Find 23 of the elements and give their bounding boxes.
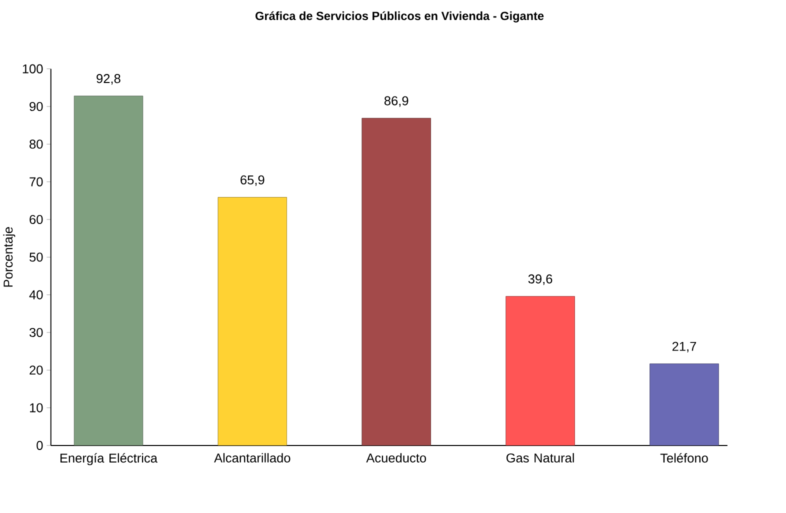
y-axis-title: Porcentaje (3, 227, 16, 286)
y-tick-label: 70 (30, 177, 43, 186)
y-tick-label: 0 (36, 440, 43, 450)
y-tick-label: 30 (30, 328, 43, 337)
data-label: 65,9 (240, 175, 264, 186)
x-tick-label: Gas Natural (506, 452, 574, 462)
x-tick-label: Energía Eléctrica (60, 452, 158, 466)
data-label: 21,7 (672, 342, 696, 352)
y-tick-label: 20 (30, 365, 43, 374)
data-label: 92,8 (96, 74, 120, 84)
x-tick-label: Alcantarillado (214, 452, 290, 462)
y-tick-label: 90 (30, 102, 43, 111)
y-tick-label: 80 (30, 139, 43, 149)
y-tick-label: 10 (30, 403, 43, 412)
x-tick-label: Acueducto (366, 452, 426, 462)
y-tick-label: 50 (30, 252, 43, 262)
data-label: 86,9 (384, 96, 408, 107)
y-tick-label: 60 (30, 214, 43, 224)
data-label: 39,6 (528, 274, 552, 285)
y-tick-label: 100 (22, 64, 43, 74)
x-tick-label: Teléfono (660, 452, 708, 462)
chart-title: Gráfica de Servicios Públicos en Vivienda - Gigante (256, 11, 544, 22)
y-tick-label: 40 (29, 290, 43, 300)
